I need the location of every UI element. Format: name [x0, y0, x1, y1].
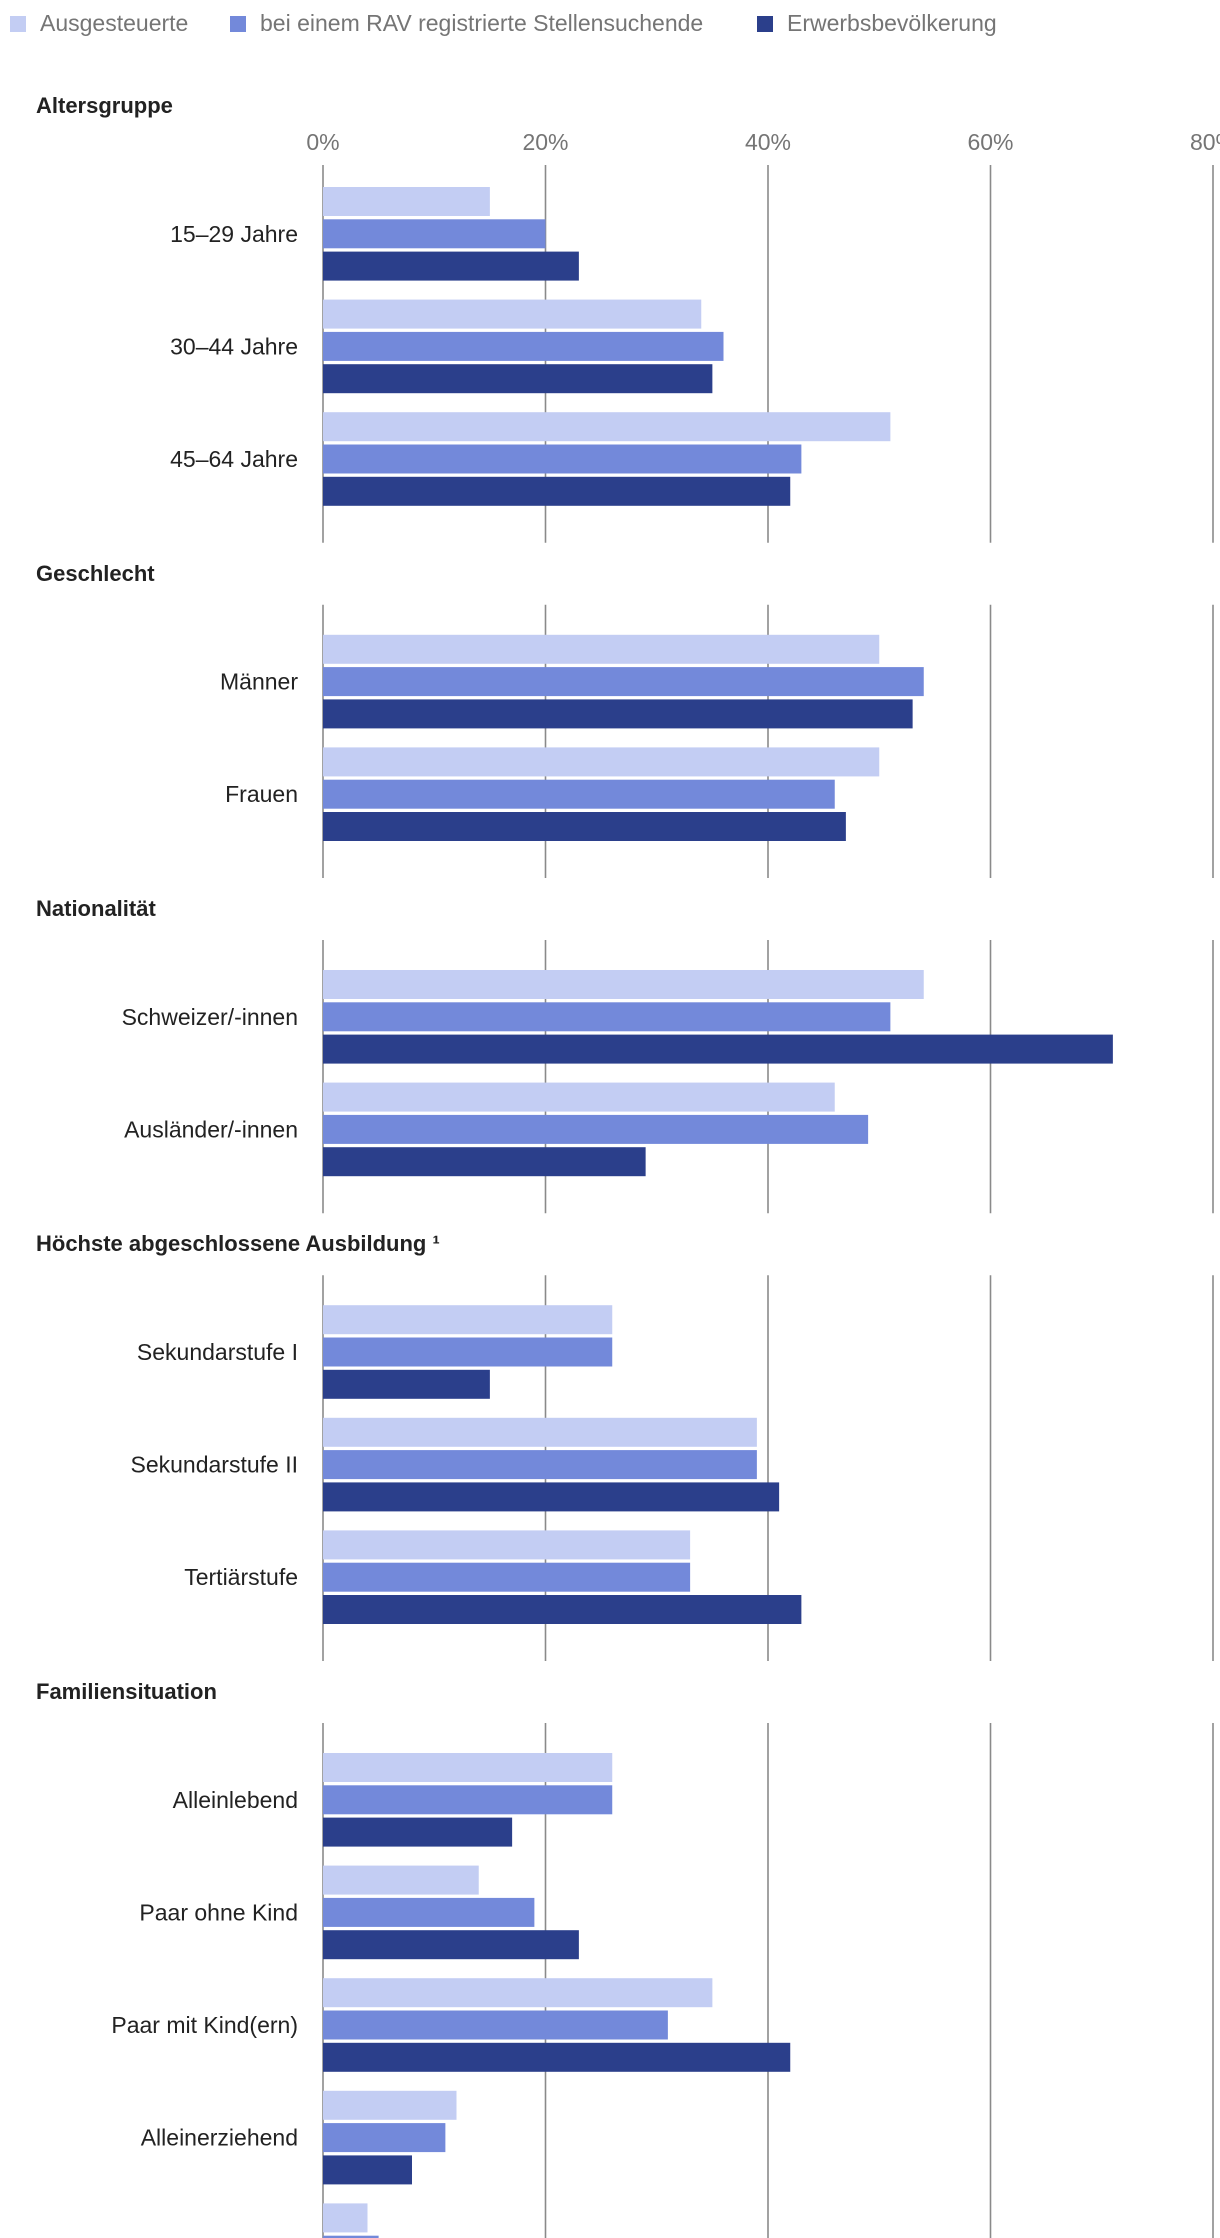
legend-swatch-ausgesteuerte [10, 15, 26, 32]
category-label-männer: Männer [220, 669, 298, 695]
category-label-30-44-jahre: 30–44 Jahre [170, 333, 298, 359]
bar-15-29-jahre-bei-einem-rav-registrierte-stellensuchende [323, 219, 546, 249]
category-label-alleinerziehend: Alleinerziehend [141, 2125, 298, 2151]
legend-item-rav-stellensuchende[interactable]: bei einem RAV registrierte Stellensuchen… [230, 10, 703, 37]
category-label-schweizer-innen: Schweizer/-innen [122, 1004, 298, 1030]
bar-schweizer-innen-ausgesteuerte [323, 970, 924, 999]
bar-30-44-jahre-erwerbsbevölkerung [323, 364, 713, 394]
bar-alleinlebend-bei-einem-rav-registrierte-stellensuchende [323, 1785, 613, 1815]
bar-paar-mit-kind-ern-erwerbsbevölkerung [323, 2042, 791, 2072]
bar-frauen-erwerbsbevölkerung [323, 812, 846, 841]
bar-paar-ohne-kind-ausgesteuerte [323, 1865, 479, 1895]
x-tick-label: 60% [967, 129, 1013, 155]
category-label-sekundarstufe-i: Sekundarstufe I [137, 1339, 298, 1365]
group-title-nationalität: Nationalität [36, 896, 156, 921]
category-label-15-29-jahre: 15–29 Jahre [170, 221, 298, 247]
bar-ausländer-innen-bei-einem-rav-registrierte-stellensuchende [323, 1114, 869, 1144]
bar-paar-ohne-kind-bei-einem-rav-registrierte-stellensuchende [323, 1897, 535, 1927]
bar-15-29-jahre-erwerbsbevölkerung [323, 251, 579, 281]
bar-ausländer-innen-erwerbsbevölkerung [323, 1147, 646, 1177]
bar-alleinerziehend-bei-einem-rav-registrierte-stellensuchende [323, 2123, 446, 2153]
bar-45-64-jahre-bei-einem-rav-registrierte-stellensuchende [323, 444, 802, 474]
legend-label-ausgesteuerte: Ausgesteuerte [40, 10, 189, 36]
category-label-ausländer-innen: Ausländer/-innen [124, 1116, 298, 1142]
bar-alleinerziehend-erwerbsbevölkerung [323, 2155, 412, 2185]
group-title-geschlecht: Geschlecht [36, 561, 155, 586]
category-label-tertiärstufe: Tertiärstufe [184, 1564, 298, 1590]
bar-tertiärstufe-erwerbsbevölkerung [323, 1595, 802, 1624]
bar-paar-mit-kind-ern-bei-einem-rav-registrierte-stellensuchende [323, 2010, 668, 2040]
group-title-familiensituation: Familiensituation [36, 1679, 217, 1704]
group-title-altersgruppe: Altersgruppe [36, 93, 173, 118]
bar-andere-familiensituation-bei-einem-rav-registrierte-stellensuchende [323, 2235, 379, 2238]
bar-15-29-jahre-ausgesteuerte [323, 187, 490, 216]
bar-alleinerziehend-ausgesteuerte [323, 2090, 457, 2120]
bar-frauen-bei-einem-rav-registrierte-stellensuchende [323, 779, 835, 809]
bar-männer-erwerbsbevölkerung [323, 699, 913, 729]
category-label-paar-mit-kind-ern: Paar mit Kind(ern) [111, 2012, 298, 2038]
bar-sekundarstufe-i-ausgesteuerte [323, 1305, 613, 1335]
category-label-paar-ohne-kind: Paar ohne Kind [139, 1899, 298, 1925]
x-tick-label: 0% [306, 129, 339, 155]
legend-label-rav-stellensuchende: bei einem RAV registrierte Stellensuchen… [260, 10, 704, 36]
bar-sekundarstufe-ii-ausgesteuerte [323, 1417, 757, 1447]
bar-schweizer-innen-erwerbsbevölkerung [323, 1034, 1113, 1064]
bar-alleinlebend-erwerbsbevölkerung [323, 1817, 513, 1847]
group-title-höchste-abgeschlossene-ausbildung: Höchste abgeschlossene Ausbildung ¹ [36, 1231, 440, 1256]
bar-männer-ausgesteuerte [323, 634, 880, 664]
bar-30-44-jahre-bei-einem-rav-registrierte-stellensuchende [323, 331, 724, 361]
x-tick-label: 40% [745, 129, 791, 155]
bar-45-64-jahre-erwerbsbevölkerung [323, 476, 791, 506]
bar-ausländer-innen-ausgesteuerte [323, 1082, 835, 1112]
x-tick-label: 80% [1190, 129, 1220, 155]
bar-frauen-ausgesteuerte [323, 747, 880, 777]
bar-45-64-jahre-ausgesteuerte [323, 412, 891, 442]
bar-sekundarstufe-i-erwerbsbevölkerung [323, 1369, 490, 1399]
bar-schweizer-innen-bei-einem-rav-registrierte-stellensuchende [323, 1002, 891, 1032]
legend-item-erwerbsbevoelkerung[interactable]: Erwerbsbevölkerung [757, 10, 997, 37]
legend-item-ausgesteuerte[interactable]: Ausgesteuerte [10, 10, 188, 37]
legend-swatch-erwerbsbevoelkerung [757, 15, 773, 32]
x-tick-label: 20% [522, 129, 568, 155]
bar-sekundarstufe-ii-bei-einem-rav-registrierte-stellensuchende [323, 1450, 757, 1480]
bar-paar-ohne-kind-erwerbsbevölkerung [323, 1930, 579, 1960]
bar-sekundarstufe-i-bei-einem-rav-registrierte-stellensuchende [323, 1337, 613, 1367]
bar-andere-familiensituation-ausgesteuerte [323, 2203, 368, 2233]
bar-tertiärstufe-ausgesteuerte [323, 1530, 691, 1560]
category-label-45-64-jahre: 45–64 Jahre [170, 446, 298, 472]
bar-alleinlebend-ausgesteuerte [323, 1753, 613, 1782]
legend-swatch-rav-stellensuchende [230, 15, 246, 32]
bar-männer-bei-einem-rav-registrierte-stellensuchende [323, 667, 924, 697]
legend: Ausgesteuerte bei einem RAV registrierte… [0, 0, 1220, 50]
legend-label-erwerbsbevoelkerung: Erwerbsbevölkerung [787, 10, 997, 36]
bar-30-44-jahre-ausgesteuerte [323, 299, 702, 329]
bar-tertiärstufe-bei-einem-rav-registrierte-stellensuchende [323, 1562, 691, 1592]
category-label-alleinlebend: Alleinlebend [173, 1787, 298, 1813]
bar-sekundarstufe-ii-erwerbsbevölkerung [323, 1482, 780, 1512]
bar-paar-mit-kind-ern-ausgesteuerte [323, 1978, 713, 2008]
category-label-sekundarstufe-ii: Sekundarstufe II [131, 1452, 299, 1478]
category-label-frauen: Frauen [225, 781, 298, 807]
